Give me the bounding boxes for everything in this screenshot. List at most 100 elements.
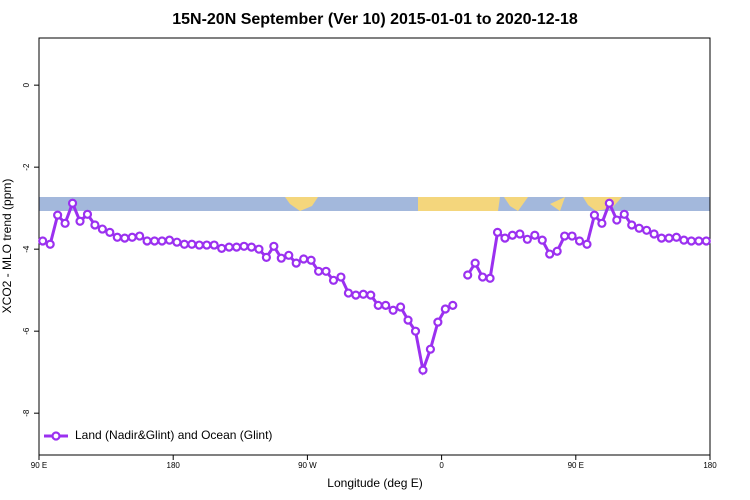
data-point (560, 231, 570, 241)
data-point (246, 242, 257, 252)
data-point (97, 224, 107, 234)
data-point (656, 233, 667, 243)
data-point (701, 236, 711, 246)
data-point (395, 302, 406, 312)
x-tick-label: 180 (167, 461, 181, 470)
y-tick-label: -8 (22, 409, 31, 417)
data-point (328, 275, 339, 285)
data-point (224, 242, 234, 252)
data-point (187, 239, 197, 249)
y-tick-label: -4 (22, 245, 31, 253)
data-point (164, 235, 175, 245)
data-point (38, 236, 48, 246)
data-line (42, 199, 707, 376)
data-point (589, 210, 600, 220)
data-point (642, 225, 652, 235)
x-tick-label: 0 (439, 461, 444, 470)
data-point (194, 240, 204, 250)
data-point (306, 255, 316, 265)
y-tick-label: 0 (22, 82, 31, 87)
data-point (67, 198, 78, 208)
data-point (485, 273, 495, 283)
data-point (75, 216, 85, 226)
legend-label: Land (Nadir&Glint) and Ocean (Glint) (75, 428, 272, 442)
plot-frame (38, 37, 711, 456)
data-point (470, 258, 480, 268)
data-point (149, 236, 160, 246)
x-tick-label: 90 E (568, 461, 584, 470)
data-point (619, 209, 629, 219)
legend-marker (51, 431, 61, 441)
chart-title: 15N-20N September (Ver 10) 2015-01-01 to… (172, 11, 578, 28)
data-point (179, 239, 189, 249)
data-point (574, 236, 585, 246)
data-point (120, 233, 130, 243)
data-point (172, 237, 182, 247)
data-point (142, 236, 152, 246)
data-point (239, 241, 249, 251)
data-point (522, 234, 532, 244)
data-point (604, 198, 614, 208)
data-point (679, 235, 689, 245)
data-point (545, 249, 555, 259)
data-point (664, 233, 674, 243)
data-point (127, 232, 137, 242)
data-point (261, 252, 271, 262)
data-point (634, 223, 644, 233)
data-point (276, 253, 286, 263)
data-point (217, 243, 227, 253)
data-point (291, 258, 301, 268)
data-point (403, 315, 413, 325)
data-point (515, 229, 525, 239)
x-tick-label: 180 (703, 461, 717, 470)
y-tick-label: -2 (22, 163, 31, 171)
data-point (351, 290, 361, 300)
data-point (82, 209, 93, 219)
data-point (448, 300, 458, 310)
data-point (269, 241, 279, 251)
map-strip (39, 197, 710, 211)
data-point (433, 317, 443, 327)
data-point (694, 236, 704, 246)
data-point (627, 220, 637, 230)
data-point (321, 266, 331, 276)
data-point (135, 231, 145, 241)
data-point (202, 240, 212, 250)
data-point (425, 344, 436, 354)
data-point (649, 229, 659, 239)
data-point (299, 254, 309, 264)
data-point (552, 246, 562, 256)
data-point (410, 326, 421, 336)
data-point (343, 288, 354, 298)
data-point (358, 289, 368, 299)
data-point (209, 240, 219, 250)
data-point (313, 266, 324, 276)
data-point (90, 220, 100, 230)
data-point (567, 231, 577, 241)
data-point (582, 239, 592, 249)
data-point (463, 270, 473, 280)
data-point (231, 242, 242, 252)
x-tick-label: 90 W (298, 461, 317, 470)
data-point (597, 218, 607, 228)
data-point (492, 227, 503, 237)
data-point (686, 236, 696, 246)
data-point (60, 218, 70, 228)
x-axis-label: Longitude (deg E) (327, 476, 422, 490)
data-point (157, 236, 167, 246)
data-point (53, 210, 63, 220)
data-point (388, 305, 398, 315)
data-point (671, 232, 682, 242)
data-point (530, 230, 540, 240)
data-point (478, 272, 488, 282)
data-point (418, 365, 428, 375)
data-point (105, 227, 115, 237)
data-point (381, 300, 391, 310)
data-point (284, 250, 294, 260)
data-point (373, 300, 383, 310)
data-point (507, 230, 518, 240)
data-point (254, 244, 264, 254)
y-tick-label: -6 (22, 327, 31, 335)
data-point (336, 272, 346, 282)
x-tick-label: 90 E (31, 461, 47, 470)
